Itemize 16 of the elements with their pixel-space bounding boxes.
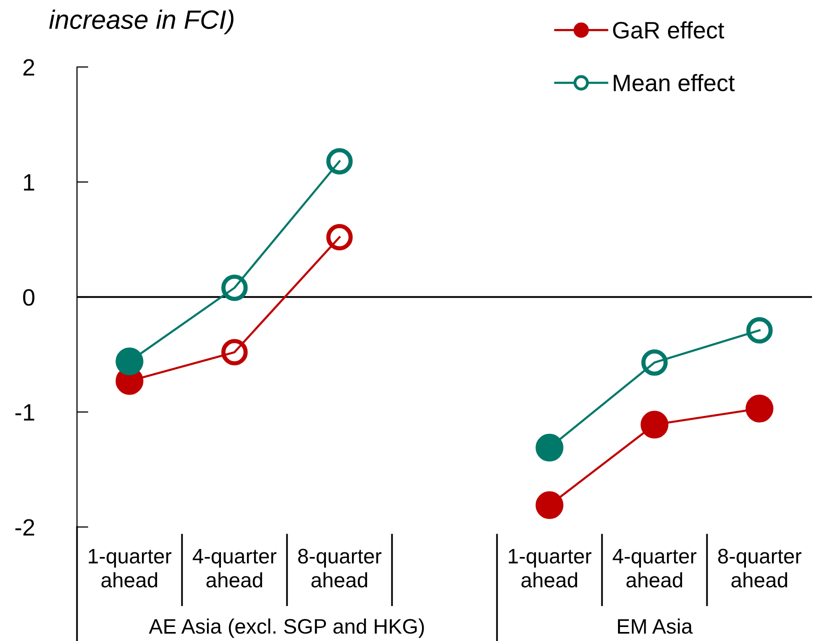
y-tick-label: 0	[23, 289, 34, 306]
text: AE Asia (excl. SGP and HKG)	[148, 618, 424, 638]
x-tick-label: 1-quarter ahead	[88, 549, 172, 588]
x-tick-label: 8-quarter ahead	[718, 548, 802, 588]
x-tick-label: 1-quarter ahead	[508, 549, 592, 588]
y-tick-label: -1	[15, 404, 34, 421]
x-tick-label: 4-quarter ahead	[612, 549, 696, 588]
y-tick-label: 1	[24, 174, 34, 191]
legend-label: GaR effect	[613, 21, 724, 39]
x-tick-label: 4-quarter ahead	[192, 549, 276, 588]
legend-label: Mean effect	[614, 74, 735, 92]
text: EM Asia	[618, 618, 693, 634]
x-tick-label: 8-quarter ahead	[298, 548, 382, 588]
y-tick-label: 2	[23, 59, 34, 76]
y-tick-label: -2	[15, 519, 34, 536]
chart-title: increase in FCI)	[49, 10, 234, 34]
